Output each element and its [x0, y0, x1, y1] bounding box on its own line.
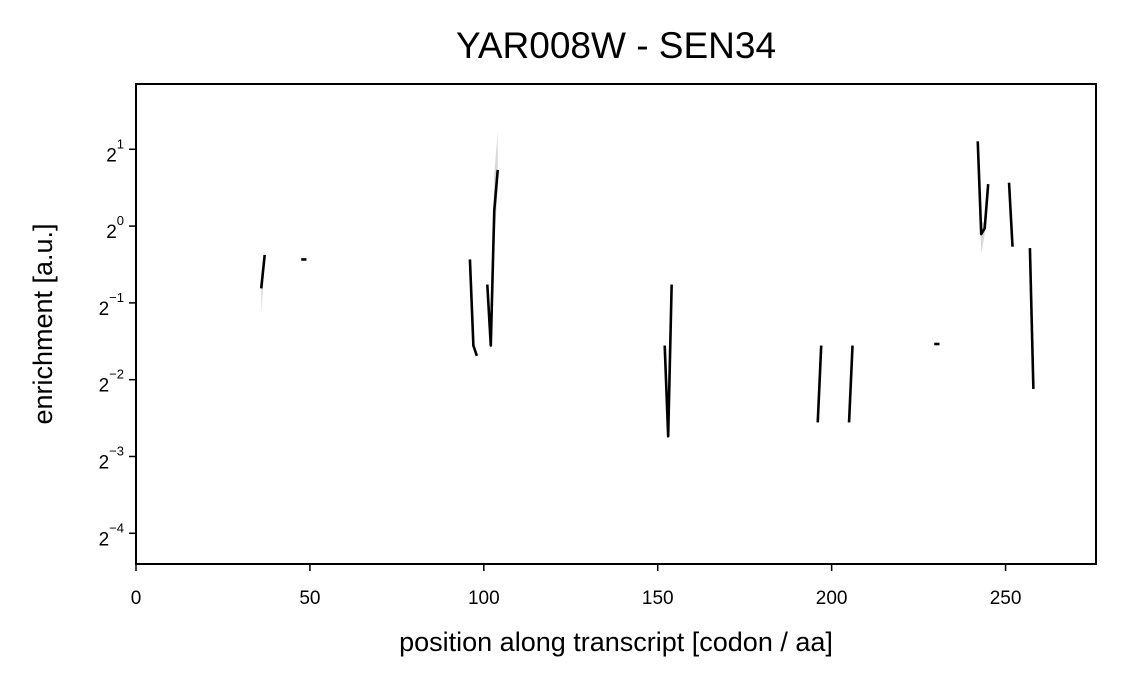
y-tick-base: 2	[99, 529, 110, 550]
series-line	[259, 254, 266, 289]
y-tick-exponent: −1	[109, 290, 124, 305]
series-line	[847, 345, 854, 423]
y-tick-base: 2	[106, 222, 117, 243]
y-tick-exponent: 1	[117, 136, 124, 151]
x-tick-label: 0	[131, 588, 142, 609]
y-tick-base: 2	[99, 376, 110, 397]
x-tick-label: 100	[468, 588, 500, 609]
y-tick-label: 2−2	[99, 367, 124, 397]
series-line	[1028, 248, 1035, 389]
y-tick-label: 2−4	[99, 520, 124, 550]
series-line	[1007, 182, 1014, 247]
series-line	[816, 345, 823, 423]
y-tick-base: 2	[99, 299, 110, 320]
x-axis-ticks: 0 50 100 150 200 250	[131, 564, 1022, 609]
series-line	[468, 259, 479, 357]
y-tick-exponent: −2	[109, 367, 124, 382]
y-tick-label: 20	[106, 213, 124, 243]
series-line	[486, 169, 500, 347]
y-tick-exponent: 0	[117, 213, 124, 228]
y-tick-exponent: −3	[109, 443, 124, 458]
y-tick-label: 21	[106, 136, 124, 166]
x-tick-label: 200	[816, 588, 848, 609]
data-series	[259, 141, 1035, 438]
chart-title: YAR008W - SEN34	[456, 25, 776, 66]
x-tick-label: 250	[990, 588, 1022, 609]
y-tick-base: 2	[106, 145, 117, 166]
x-tick-label: 50	[299, 588, 320, 609]
confidence-bands	[261, 131, 989, 353]
y-tick-base: 2	[99, 452, 110, 473]
y-tick-label: 2−3	[99, 443, 124, 473]
x-tick-label: 150	[642, 588, 674, 609]
series-line	[976, 141, 990, 236]
plot-area	[135, 83, 1097, 565]
series-line	[663, 284, 673, 438]
y-tick-label: 2−1	[99, 290, 124, 320]
y-tick-exponent: −4	[109, 520, 124, 535]
y-axis-label: enrichment [a.u.]	[28, 223, 58, 424]
x-axis-label: position along transcript [codon / aa]	[399, 627, 833, 657]
